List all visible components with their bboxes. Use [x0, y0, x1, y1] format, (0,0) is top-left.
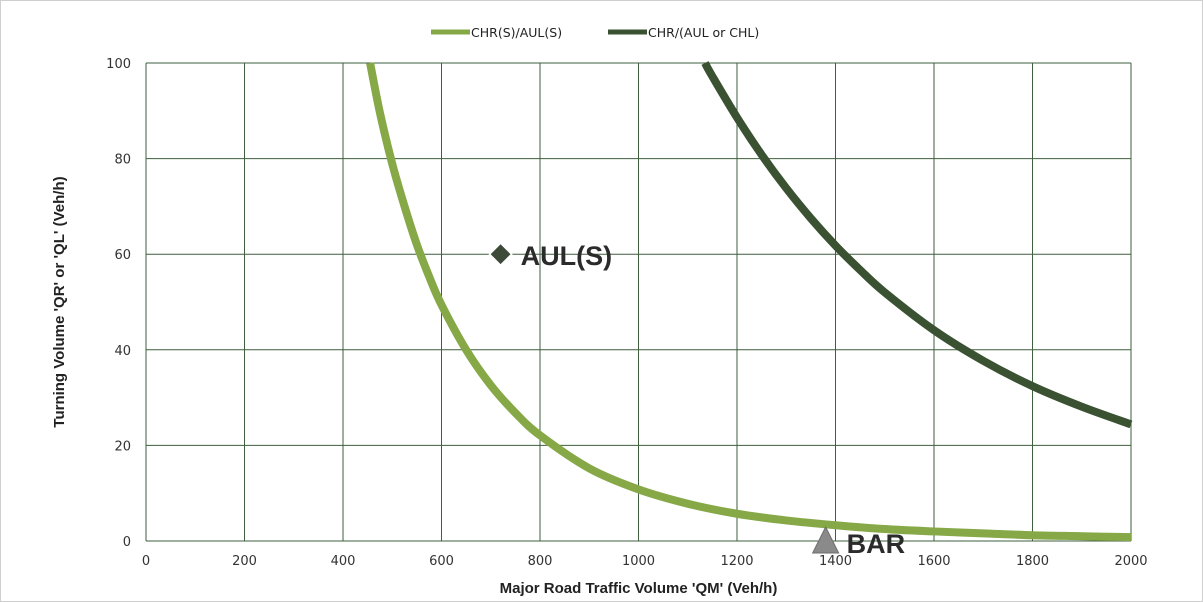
y-tick-label: 100 — [106, 57, 131, 72]
x-tick-label: 1000 — [622, 554, 655, 569]
x-tick-label: 1200 — [720, 554, 753, 569]
grid — [145, 62, 1132, 542]
y-tick-label: 20 — [114, 439, 131, 454]
series-line-1 — [366, 62, 1132, 542]
legend: CHR(S)/AUL(S) CHR/(AUL or CHL) — [431, 25, 759, 40]
y-tick-label: 60 — [114, 248, 131, 263]
x-tick-label: 2000 — [1114, 554, 1147, 569]
triangle-marker — [811, 525, 840, 554]
legend-label-2: CHR/(AUL or CHL) — [648, 25, 759, 40]
tick-labels: 0 200 400 600 800 1000 1200 1400 1600 1800 2000 0 20… — [106, 57, 1147, 569]
y-axis-label: Turning Volume 'QR' or 'QL' (Veh/h) — [51, 176, 68, 427]
y-tick-label: 0 — [123, 535, 131, 550]
x-tick-label: 1400 — [819, 554, 852, 569]
legend-label-1: CHR(S)/AUL(S) — [471, 25, 562, 40]
x-tick-label: 0 — [142, 554, 150, 569]
annotation-label: AUL(S) — [521, 241, 612, 271]
x-tick-label: 800 — [528, 554, 553, 569]
annotations: AUL(S) BAR — [488, 241, 906, 559]
diamond-marker — [488, 242, 513, 267]
y-tick-label: 40 — [114, 344, 131, 359]
series-line-2 — [701, 61, 1133, 429]
x-axis-label: Major Road Traffic Volume 'QM' (Veh/h) — [500, 580, 778, 597]
annotation-label: BAR — [847, 529, 906, 559]
x-tick-label: 1600 — [917, 554, 950, 569]
x-tick-label: 200 — [232, 554, 257, 569]
x-tick-label: 400 — [331, 554, 356, 569]
y-tick-label: 80 — [114, 153, 131, 168]
x-tick-label: 600 — [429, 554, 454, 569]
x-tick-label: 1800 — [1016, 554, 1049, 569]
series-layer — [366, 61, 1133, 542]
